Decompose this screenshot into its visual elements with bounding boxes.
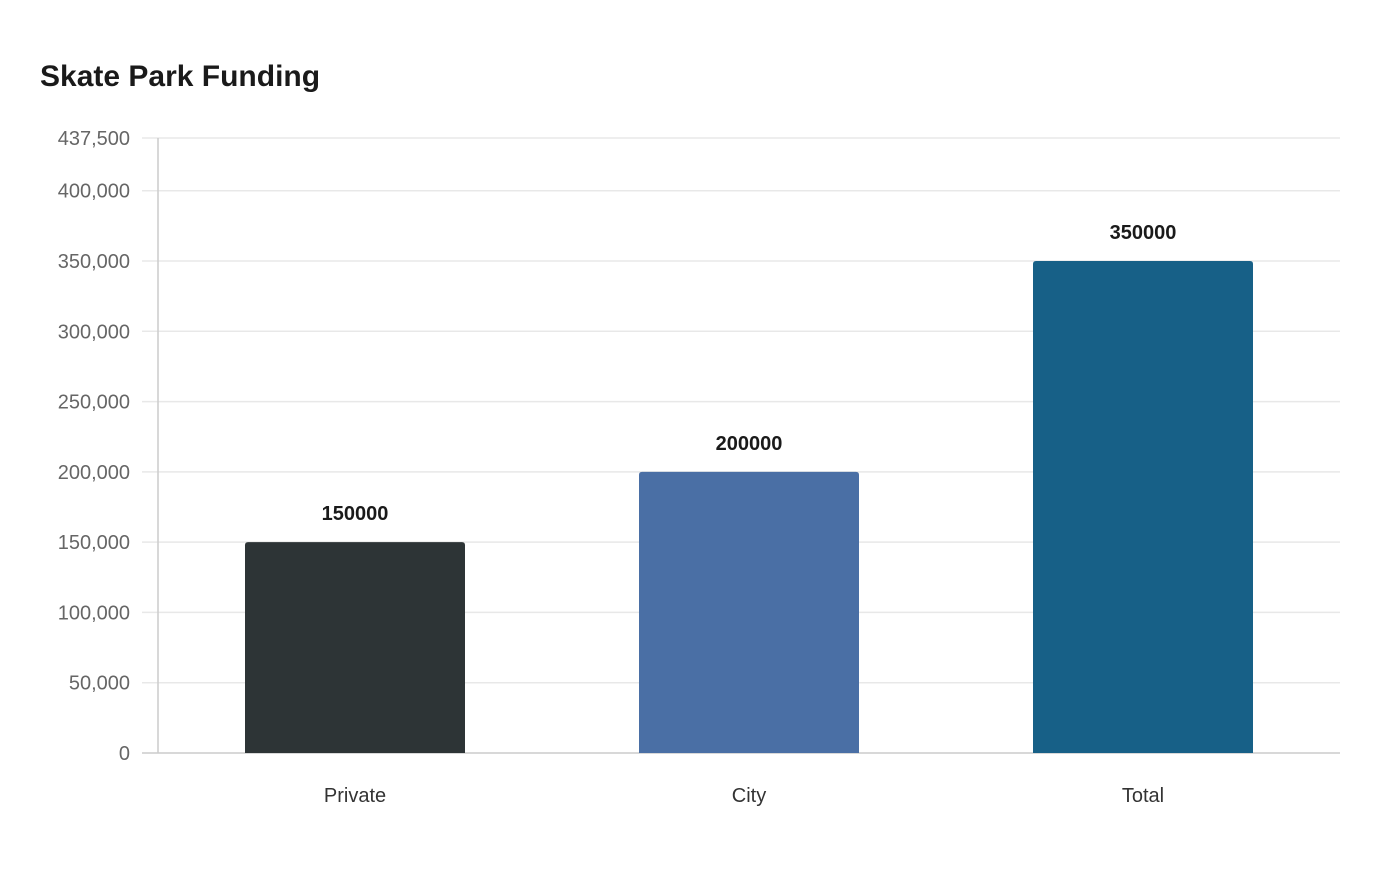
y-tick-label: 250,000 [58,392,130,414]
y-tick-label: 400,000 [58,181,130,203]
y-tick-label: 100,000 [58,602,130,624]
chart-title: Skate Park Funding [40,60,321,93]
x-tick-label: Total [1122,785,1164,807]
y-tick-label: 300,000 [58,321,130,343]
bar-total [1033,261,1253,753]
data-label: 150000 [322,503,389,525]
bar-private [245,542,465,753]
y-tick-label: 200,000 [58,462,130,484]
y-tick-label: 0 [119,743,130,765]
y-tick-label: 150,000 [58,532,130,554]
x-tick-label: Private [324,785,386,807]
x-tick-label: City [732,785,766,807]
y-tick-label: 437,500 [58,128,130,150]
data-label: 200000 [716,433,783,455]
y-tick-label: 350,000 [58,251,130,273]
y-tick-label: 50,000 [69,673,130,695]
bar-city [639,471,859,753]
data-label: 350000 [1110,222,1177,244]
